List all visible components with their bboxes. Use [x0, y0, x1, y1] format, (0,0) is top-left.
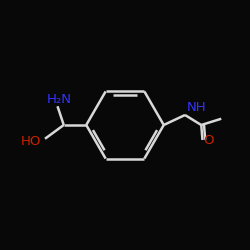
Text: HO: HO [21, 135, 42, 148]
Text: O: O [204, 134, 214, 146]
Text: H₂N: H₂N [46, 93, 71, 106]
Text: NH: NH [186, 102, 206, 114]
